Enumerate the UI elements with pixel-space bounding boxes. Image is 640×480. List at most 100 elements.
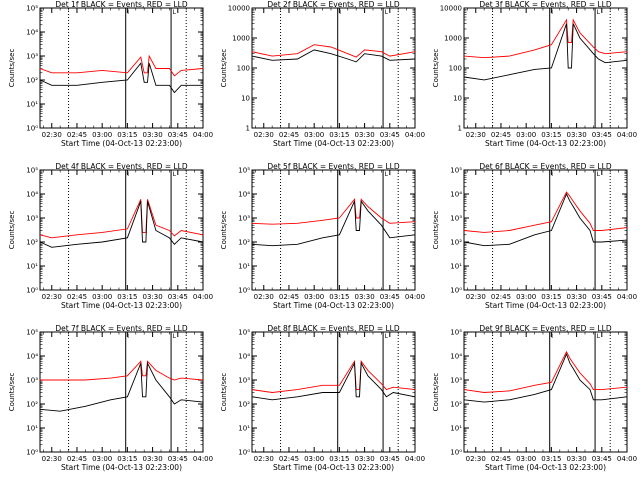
x-axis-label: Start Time (04-Oct-13 02:23:00) [485, 463, 606, 472]
y-tick-label: 100 [237, 65, 250, 73]
y-tick-label: 10⁴ [26, 353, 38, 361]
x-tick-label: 04:00 [405, 455, 425, 463]
x-tick-label: 03:30 [142, 293, 162, 301]
x-tick-label: 04:00 [617, 293, 637, 301]
y-tick-label: 10 [241, 95, 250, 103]
x-tick-label: 03:00 [516, 293, 536, 301]
y-tick-label: 1 [246, 125, 250, 133]
marker-label: L [385, 9, 389, 16]
y-tick-label: 10⁰ [26, 287, 38, 295]
y-tick-label: 10¹ [450, 263, 462, 271]
y-axis-label: Counts/sec [8, 211, 16, 250]
x-tick-label: 03:15 [329, 131, 349, 139]
y-tick-label: 10² [26, 401, 38, 409]
y-tick-label: 10⁵ [26, 167, 38, 175]
y-tick-label: 10⁴ [450, 191, 462, 199]
x-tick-label: 03:00 [92, 293, 112, 301]
panel-5: Det 5f BLACK = Events, RED = LLD 10⁰ 10¹ 10… [220, 162, 425, 310]
y-tick-label: 10³ [450, 377, 462, 385]
marker-label: L [597, 9, 601, 16]
series-events-line [463, 352, 628, 403]
plot-frame [39, 331, 204, 453]
x-tick-label: 03:30 [354, 131, 374, 139]
x-axis-label: Start Time (04-Oct-13 02:23:00) [273, 463, 394, 472]
y-tick-label: 10¹ [26, 101, 38, 109]
x-tick-label: 02:30 [466, 131, 486, 139]
y-tick-label: 10¹ [238, 263, 250, 271]
x-tick-label: 03:45 [380, 131, 400, 139]
series-events-line [251, 361, 416, 401]
y-tick-label: 10¹ [450, 425, 462, 433]
marker-label: I [339, 171, 341, 178]
plot-frame [251, 169, 416, 291]
x-tick-label: 03:45 [168, 293, 188, 301]
y-tick-label: 10000 [440, 5, 462, 13]
x-tick-label: 02:30 [42, 131, 62, 139]
y-tick-label: 10³ [450, 215, 462, 223]
series-events-line [39, 62, 203, 94]
y-tick-label: 10¹ [26, 263, 38, 271]
x-tick-label: 03:45 [380, 455, 400, 463]
series-lld-line [251, 359, 416, 393]
panel-title: Det 1f BLACK = Events, RED = LLD [55, 0, 188, 9]
panel-title: Det 7f BLACK = Events, RED = LLD [55, 324, 188, 333]
panel-title: Det 3f BLACK = Events, RED = LLD [479, 0, 612, 9]
series-events-line [39, 201, 204, 248]
panel-title: Det 6f BLACK = Events, RED = LLD [479, 162, 612, 171]
x-tick-label: 03:00 [516, 455, 536, 463]
marker-label: L [385, 333, 389, 340]
x-tick-label: 04:00 [193, 455, 213, 463]
y-tick-label: 10² [26, 77, 38, 85]
y-tick-label: 1000 [232, 35, 250, 43]
panel-title: Det 4f BLACK = Events, RED = LLD [55, 162, 188, 171]
x-tick-label: 03:30 [566, 293, 586, 301]
x-axis-label: Start Time (04-Oct-13 02:23:00) [61, 139, 182, 148]
x-tick-label: 03:15 [329, 293, 349, 301]
x-tick-label: 03:30 [142, 455, 162, 463]
y-tick-label: 10² [450, 401, 462, 409]
x-tick-label: 04:00 [617, 131, 637, 139]
marker-label: I [339, 9, 341, 16]
series-lld-line [251, 44, 416, 58]
panel-title: Det 5f BLACK = Events, RED = LLD [267, 162, 400, 171]
y-tick-label: 10⁵ [238, 167, 250, 175]
marker-label: L [173, 9, 177, 16]
panel-9: Det 9f BLACK = Events, RED = LLD 10⁰ 10¹ 10… [432, 324, 637, 472]
y-axis-label: Counts/sec [8, 49, 16, 88]
marker-label: I [551, 9, 553, 16]
marker-label: I [127, 9, 129, 16]
panel-title: Det 8f BLACK = Events, RED = LLD [267, 324, 400, 333]
y-tick-label: 10³ [238, 215, 250, 223]
x-tick-label: 04:00 [617, 455, 637, 463]
y-tick-label: 1000 [444, 35, 462, 43]
x-tick-label: 02:45 [67, 455, 87, 463]
x-tick-label: 03:15 [117, 455, 137, 463]
x-tick-label: 02:45 [67, 131, 87, 139]
y-tick-label: 10³ [26, 377, 38, 385]
y-tick-label: 10⁵ [26, 5, 38, 13]
panel-3: Det 3f BLACK = Events, RED = LLD 1 10 100 10… [432, 0, 637, 148]
marker-label: I [551, 333, 553, 340]
marker-label: I [551, 171, 553, 178]
series-lld-line [251, 198, 416, 225]
y-tick-label: 10³ [26, 215, 38, 223]
y-tick-label: 10⁰ [450, 449, 462, 457]
x-tick-label: 02:30 [254, 293, 274, 301]
series-lld-line [39, 199, 204, 239]
y-tick-label: 10³ [238, 377, 250, 385]
y-tick-label: 10 [453, 95, 462, 103]
x-tick-label: 03:45 [592, 455, 612, 463]
y-tick-label: 10⁰ [26, 449, 38, 457]
x-tick-label: 03:45 [168, 455, 188, 463]
series-lld-line [39, 54, 204, 77]
y-tick-label: 10⁰ [450, 287, 462, 295]
x-tick-label: 03:15 [541, 293, 561, 301]
plot-frame [251, 7, 416, 129]
x-tick-label: 02:30 [466, 293, 486, 301]
panel-7: Det 7f BLACK = Events, RED = LLD 10⁰ 10¹ 10… [8, 324, 213, 472]
x-axis-label: Start Time (04-Oct-13 02:23:00) [61, 463, 182, 472]
x-axis-label: Start Time (04-Oct-13 02:23:00) [61, 301, 182, 310]
series-events-line [251, 49, 416, 63]
x-tick-label: 03:15 [117, 131, 137, 139]
